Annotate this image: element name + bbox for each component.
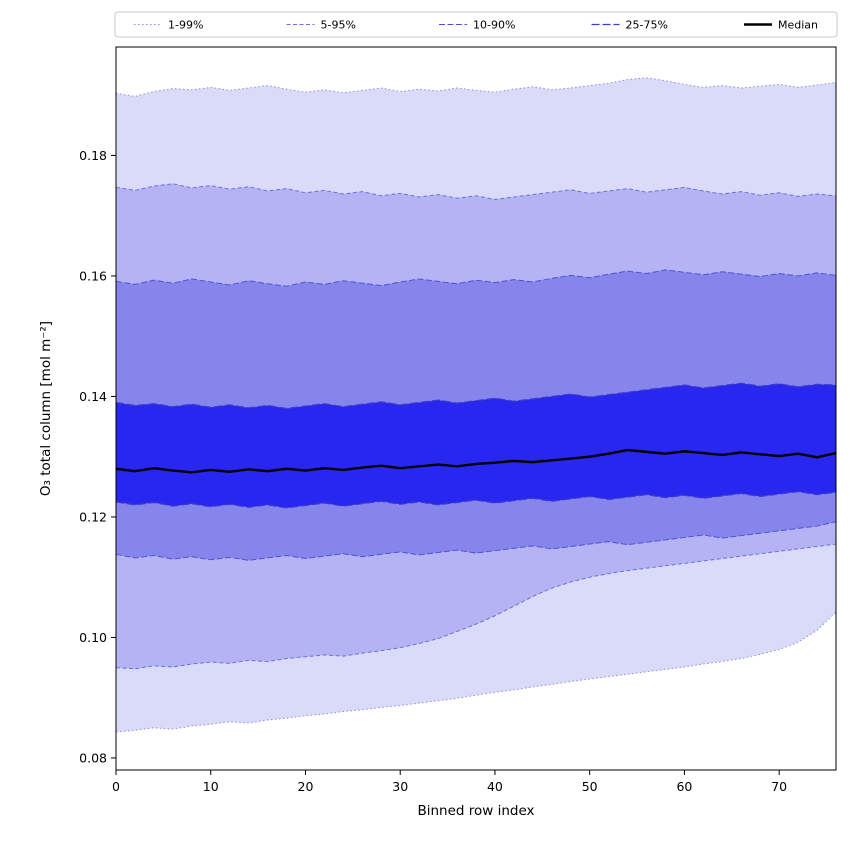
percentile-band-edges <box>115 77 837 733</box>
band-fill-25-75% <box>116 383 836 508</box>
band-edge-5-95%-upper <box>115 183 837 200</box>
y-tick-label: 0.08 <box>79 750 107 765</box>
x-tick-label: 20 <box>298 779 314 794</box>
legend-box <box>114 11 838 38</box>
y-axis-label: O₃ total column [mol m⁻²] <box>38 321 54 496</box>
legend-entry-Median: Median <box>744 19 818 32</box>
y-axis: 0.08 0.10 0.12 0.14 0.16 0.18 O₃ total column … <box>38 148 116 765</box>
x-tick-label: 70 <box>771 779 787 794</box>
x-tick-label: 60 <box>676 779 692 794</box>
x-tick-label: 40 <box>487 779 503 794</box>
legend-label: 1-99% <box>168 19 203 32</box>
x-tick-label: 0 <box>112 779 120 794</box>
band-edge-10-90%-upper <box>115 269 837 287</box>
y-tick-label: 0.18 <box>79 148 107 163</box>
legend: 1-99% 5-95% 10-90% 25-75% Median <box>114 11 838 38</box>
y-tick-label: 0.14 <box>79 389 107 404</box>
band-edge-25-75%-upper <box>115 382 837 410</box>
x-tick-label: 50 <box>582 779 598 794</box>
legend-label: Median <box>778 19 818 32</box>
x-tick-label: 30 <box>392 779 408 794</box>
legend-label: 5-95% <box>321 19 356 32</box>
legend-entry-5-95%: 5-95% <box>286 19 356 32</box>
band-edge-25-75%-lower <box>115 491 837 509</box>
plot-frame <box>115 46 837 771</box>
band-edge-1-99%-lower <box>115 611 837 733</box>
legend-entry-10-90%: 10-90% <box>439 19 515 32</box>
band-edge-1-99%-upper <box>115 77 837 97</box>
x-axis: 0 10 20 30 40 50 60 70 Binned row index <box>112 770 787 819</box>
percentile-bands <box>116 77 836 733</box>
y-tick-label: 0.16 <box>79 268 107 283</box>
median-line <box>115 448 837 474</box>
band-edge-5-95%-lower <box>115 543 837 670</box>
x-axis-label: Binned row index <box>417 803 534 819</box>
legend-entry-25-75%: 25-75% <box>591 19 668 32</box>
legend-entry-1-99%: 1-99% <box>134 19 203 32</box>
legend-label: 25-75% <box>626 19 668 32</box>
legend-label: 10-90% <box>473 19 515 32</box>
x-tick-label: 10 <box>203 779 219 794</box>
band-edge-10-90%-lower <box>115 521 837 561</box>
y-tick-label: 0.10 <box>79 630 107 645</box>
y-tick-label: 0.12 <box>79 509 107 524</box>
